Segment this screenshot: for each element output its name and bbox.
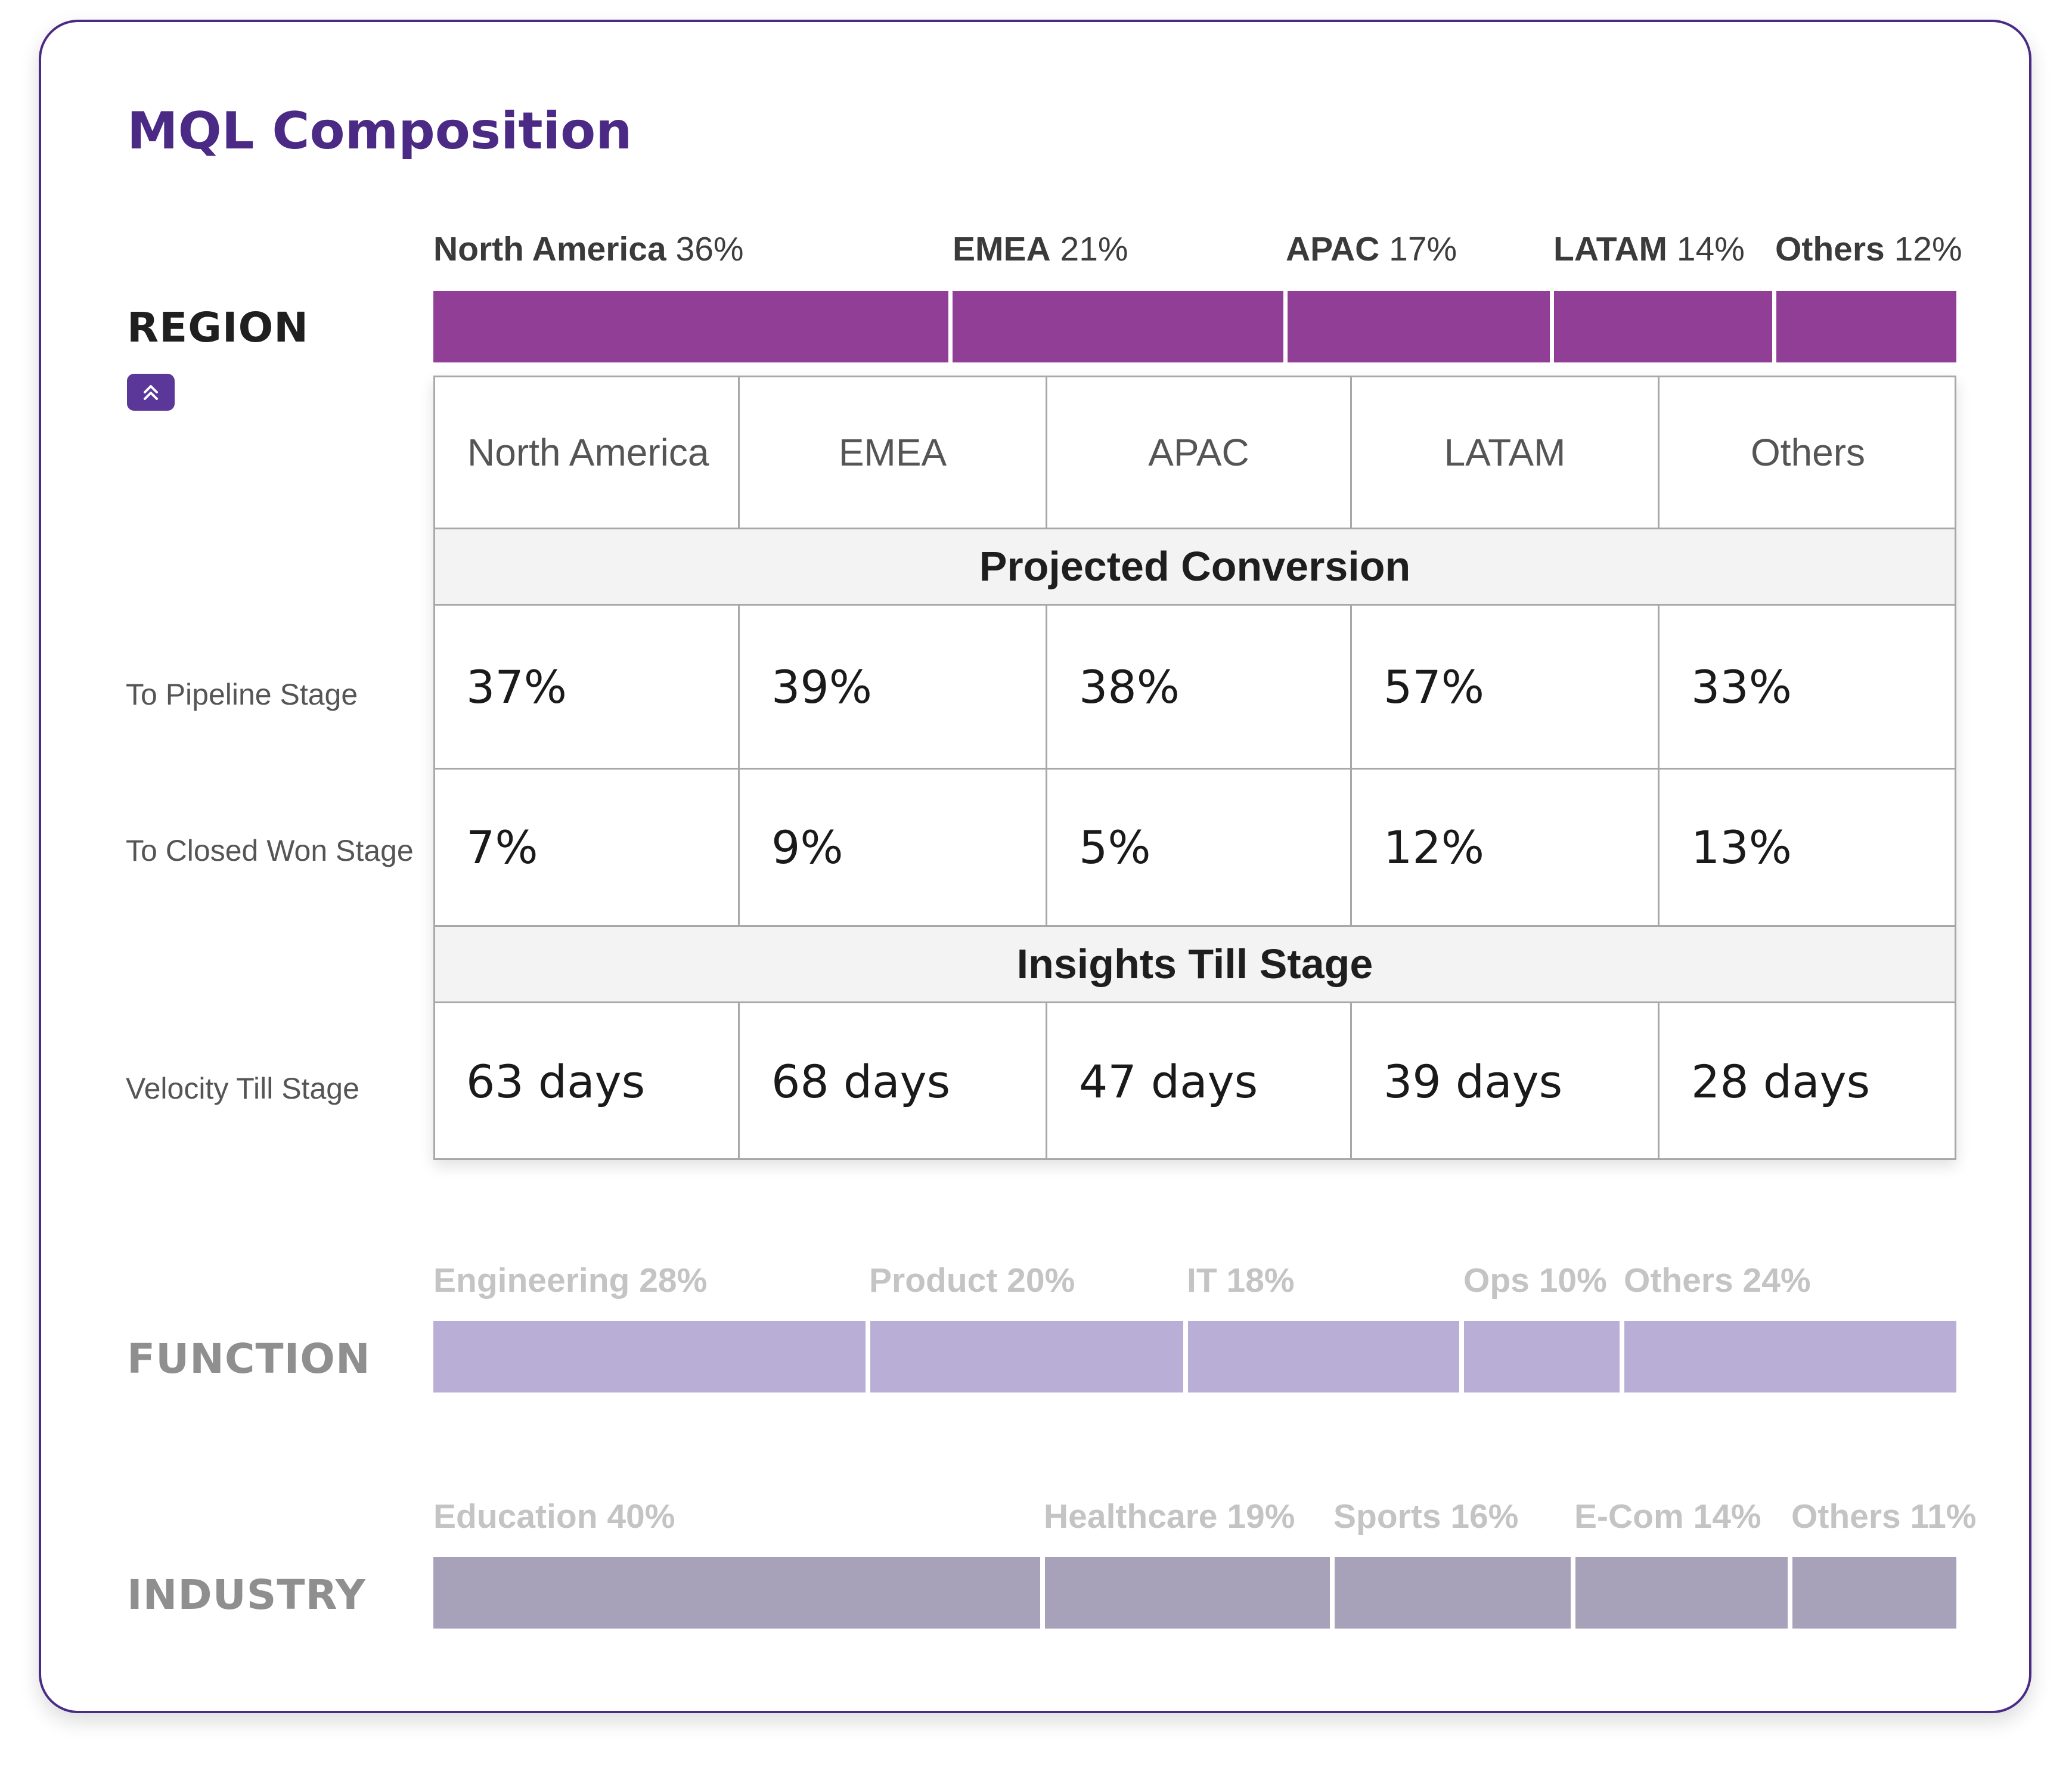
closed-won-cell-latam: 12% xyxy=(1384,821,1484,874)
pipeline-cell-latam: 57% xyxy=(1384,660,1484,714)
closed-won-cell-others: 13% xyxy=(1691,821,1792,874)
table-divider xyxy=(738,377,740,528)
row-label-to-closed-won-stage: To Closed Won Stage xyxy=(126,834,414,867)
region-collapse-button[interactable] xyxy=(127,374,175,411)
industry-segment-label: E-Com 14% xyxy=(1574,1497,1761,1536)
closed-won-cell-emea: 9% xyxy=(771,821,843,874)
function-segment-label: Others 24% xyxy=(1624,1261,1811,1300)
industry-segment-label: Education 40% xyxy=(433,1497,675,1536)
region-bar-segment-emea[interactable] xyxy=(953,291,1283,362)
column-header-emea: EMEA xyxy=(838,431,947,474)
region-segment-label: EMEA 21% xyxy=(953,230,1128,268)
table-divider xyxy=(1350,604,1352,925)
industry-bar-segment-e-com[interactable] xyxy=(1575,1557,1788,1629)
table-divider xyxy=(435,604,1955,606)
table-divider xyxy=(1350,1001,1352,1160)
velocity-cell-others: 28 days xyxy=(1691,1055,1871,1108)
function-segment-label: IT 18% xyxy=(1187,1261,1295,1300)
region-segment-label: Others 12% xyxy=(1775,230,1962,268)
region-segment-label: LATAM 14% xyxy=(1553,230,1745,268)
industry-bar-segment-healthcare[interactable] xyxy=(1045,1557,1330,1629)
column-header-apac: APAC xyxy=(1148,431,1249,474)
table-divider xyxy=(738,604,740,925)
card-title: MQL Composition xyxy=(127,101,632,161)
velocity-cell-emea: 68 days xyxy=(771,1055,951,1108)
pipeline-cell-apac: 38% xyxy=(1079,660,1180,714)
region-bar-segment-apac[interactable] xyxy=(1288,291,1550,362)
industry-bar-segment-education[interactable] xyxy=(433,1557,1040,1629)
table-divider xyxy=(1658,377,1660,528)
function-segment-label: Engineering 28% xyxy=(433,1261,708,1300)
industry-segment-label: Others 11% xyxy=(1791,1497,1977,1536)
chevron-double-up-icon xyxy=(144,385,158,400)
column-header-latam: LATAM xyxy=(1444,431,1566,474)
column-header-others: Others xyxy=(1750,431,1866,474)
table-divider xyxy=(1658,604,1660,925)
row-label-velocity-till-stage: Velocity Till Stage xyxy=(126,1072,359,1105)
industry-section-label: INDUSTRY xyxy=(127,1571,366,1619)
closed-won-cell-north-america: 7% xyxy=(466,821,538,874)
function-bar-segment-it[interactable] xyxy=(1188,1321,1459,1392)
region-bar-segment-north-america[interactable] xyxy=(433,291,948,362)
table-divider xyxy=(1046,377,1047,528)
function-bar-segment-others[interactable] xyxy=(1624,1321,1956,1392)
column-header-north-america: North America xyxy=(467,431,709,474)
region-bar-segment-latam[interactable] xyxy=(1554,291,1772,362)
table-divider xyxy=(1350,377,1352,528)
industry-segment-label: Healthcare 19% xyxy=(1044,1497,1295,1536)
velocity-cell-latam: 39 days xyxy=(1384,1055,1563,1108)
table-divider xyxy=(435,528,1955,529)
table-divider xyxy=(1658,1001,1660,1160)
function-bar-segment-engineering[interactable] xyxy=(433,1321,866,1392)
function-segment-label: Product 20% xyxy=(869,1261,1075,1300)
table-divider xyxy=(1046,1001,1047,1160)
region-detail-table: North America EMEA APAC LATAM Others Pro… xyxy=(433,376,1956,1160)
velocity-cell-north-america: 63 days xyxy=(466,1055,646,1108)
pipeline-cell-emea: 39% xyxy=(771,660,872,714)
industry-segment-label: Sports 16% xyxy=(1333,1497,1519,1536)
table-divider xyxy=(435,1001,1955,1003)
row-label-to-pipeline-stage: To Pipeline Stage xyxy=(126,678,358,711)
projected-conversion-header: Projected Conversion xyxy=(435,528,1955,604)
function-bar-segment-ops[interactable] xyxy=(1464,1321,1620,1392)
region-segment-label: North America 36% xyxy=(433,230,744,268)
industry-bar-segment-others[interactable] xyxy=(1792,1557,1956,1629)
table-divider xyxy=(738,1001,740,1160)
insights-till-stage-header: Insights Till Stage xyxy=(435,926,1955,1001)
table-divider xyxy=(435,925,1955,927)
function-bar-segment-product[interactable] xyxy=(870,1321,1183,1392)
pipeline-cell-others: 33% xyxy=(1691,660,1792,714)
closed-won-cell-apac: 5% xyxy=(1079,821,1151,874)
region-bar-segment-others[interactable] xyxy=(1776,291,1956,362)
industry-bar-segment-sports[interactable] xyxy=(1335,1557,1571,1629)
table-divider xyxy=(1046,604,1047,925)
velocity-cell-apac: 47 days xyxy=(1079,1055,1258,1108)
region-section-label: REGION xyxy=(127,304,309,352)
region-segment-label: APAC 17% xyxy=(1286,230,1457,268)
function-segment-label: Ops 10% xyxy=(1463,1261,1607,1300)
table-divider xyxy=(435,768,1955,770)
function-section-label: FUNCTION xyxy=(127,1335,371,1383)
pipeline-cell-north-america: 37% xyxy=(466,660,567,714)
